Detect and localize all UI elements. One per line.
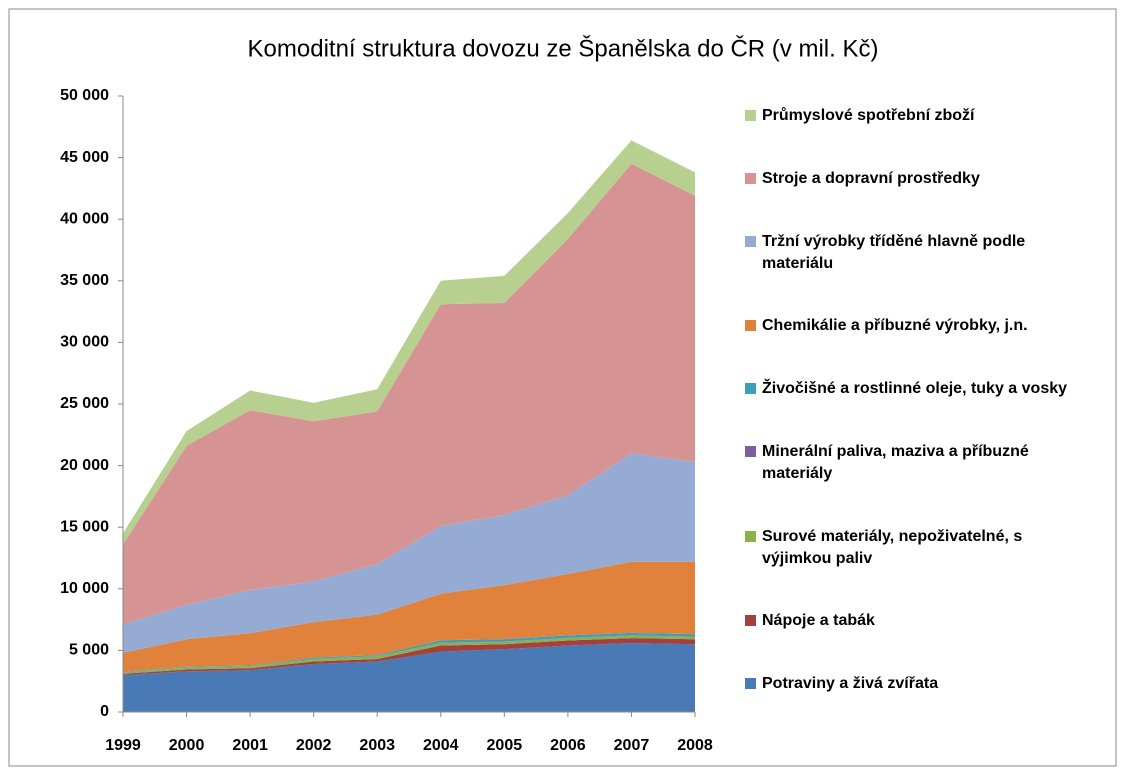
legend-label: Tržní výrobky tříděné hlavně podle mater… [762,232,1026,272]
legend-swatch [745,445,756,457]
y-tick-label: 50 000 [60,87,109,104]
legend-item: Tržní výrobky tříděné hlavně podle mater… [745,231,1095,275]
legend-swatch [745,110,756,121]
y-tick-label: 15 000 [60,518,109,535]
legend-label: Surové materiály, nepoživatelné, s výjim… [762,527,1023,567]
y-tick-label: 0 [100,703,109,720]
legend-item: Chemikálie a příbuzné výrobky, j.n. [745,315,1095,337]
area [123,453,695,653]
x-tick-label: 2007 [614,737,650,754]
area [123,163,695,625]
legend: Průmyslové spotřební zboží Stroje a dopra… [745,105,1095,695]
y-tick-label: 45 000 [60,149,109,166]
legend-swatch [745,235,756,247]
x-tick-label: 1999 [105,737,141,754]
legend-label: Chemikálie a příbuzné výrobky, j.n. [762,317,1028,335]
legend-label: Stroje a dopravní prostředky [762,169,980,187]
legend-swatch [745,172,756,184]
x-tick-label: 2001 [232,737,268,754]
legend-item: Stroje a dopravní prostředky [745,168,1095,190]
x-tick-label: 2008 [677,737,713,754]
legend-item: Průmyslové spotřební zboží [745,105,1095,127]
chart-title: Komoditní struktura dovozu ze Španělska … [248,34,879,62]
y-tick-label: 35 000 [60,272,109,289]
legend-swatch [745,530,756,542]
y-tick-label: 5 000 [69,642,109,659]
legend-item: Živočišné a rostlinné oleje, tuky a vosk… [745,378,1095,400]
legend-swatch [745,615,756,627]
legend-item: Nápoje a tabák [745,610,1095,632]
area [123,638,695,676]
legend-item: Surové materiály, nepoživatelné, s výjim… [745,526,1095,570]
legend-label: Průmyslové spotřební zboží [762,107,975,124]
legend-item: Potraviny a živá zvířata [745,673,1095,695]
legend-item: Minerální paliva, maziva a příbuzné mate… [745,441,1095,485]
area [123,643,695,712]
legend-swatch [745,320,756,332]
y-tick-label: 30 000 [60,334,109,351]
y-tick-label: 40 000 [60,210,109,227]
legend-label: Nápoje a tabák [762,612,875,630]
legend-swatch [745,678,756,689]
x-tick-label: 2003 [359,737,395,754]
y-tick-label: 25 000 [60,395,109,412]
area [123,561,695,672]
legend-label: Živočišné a rostlinné oleje, tuky a vosk… [762,380,1068,397]
y-tick-label: 10 000 [60,580,109,597]
legend-label: Potraviny a živá zvířata [762,675,939,692]
x-tick-label: 2005 [487,737,523,754]
legend-swatch [745,383,756,394]
x-tick-label: 2006 [550,737,586,754]
x-tick-label: 2000 [169,737,205,754]
legend-label: Minerální paliva, maziva a příbuzné mate… [762,442,1029,482]
x-tick-label: 2004 [423,737,459,754]
x-tick-label: 2002 [296,737,332,754]
area [123,140,695,545]
y-tick-label: 20 000 [60,457,109,474]
